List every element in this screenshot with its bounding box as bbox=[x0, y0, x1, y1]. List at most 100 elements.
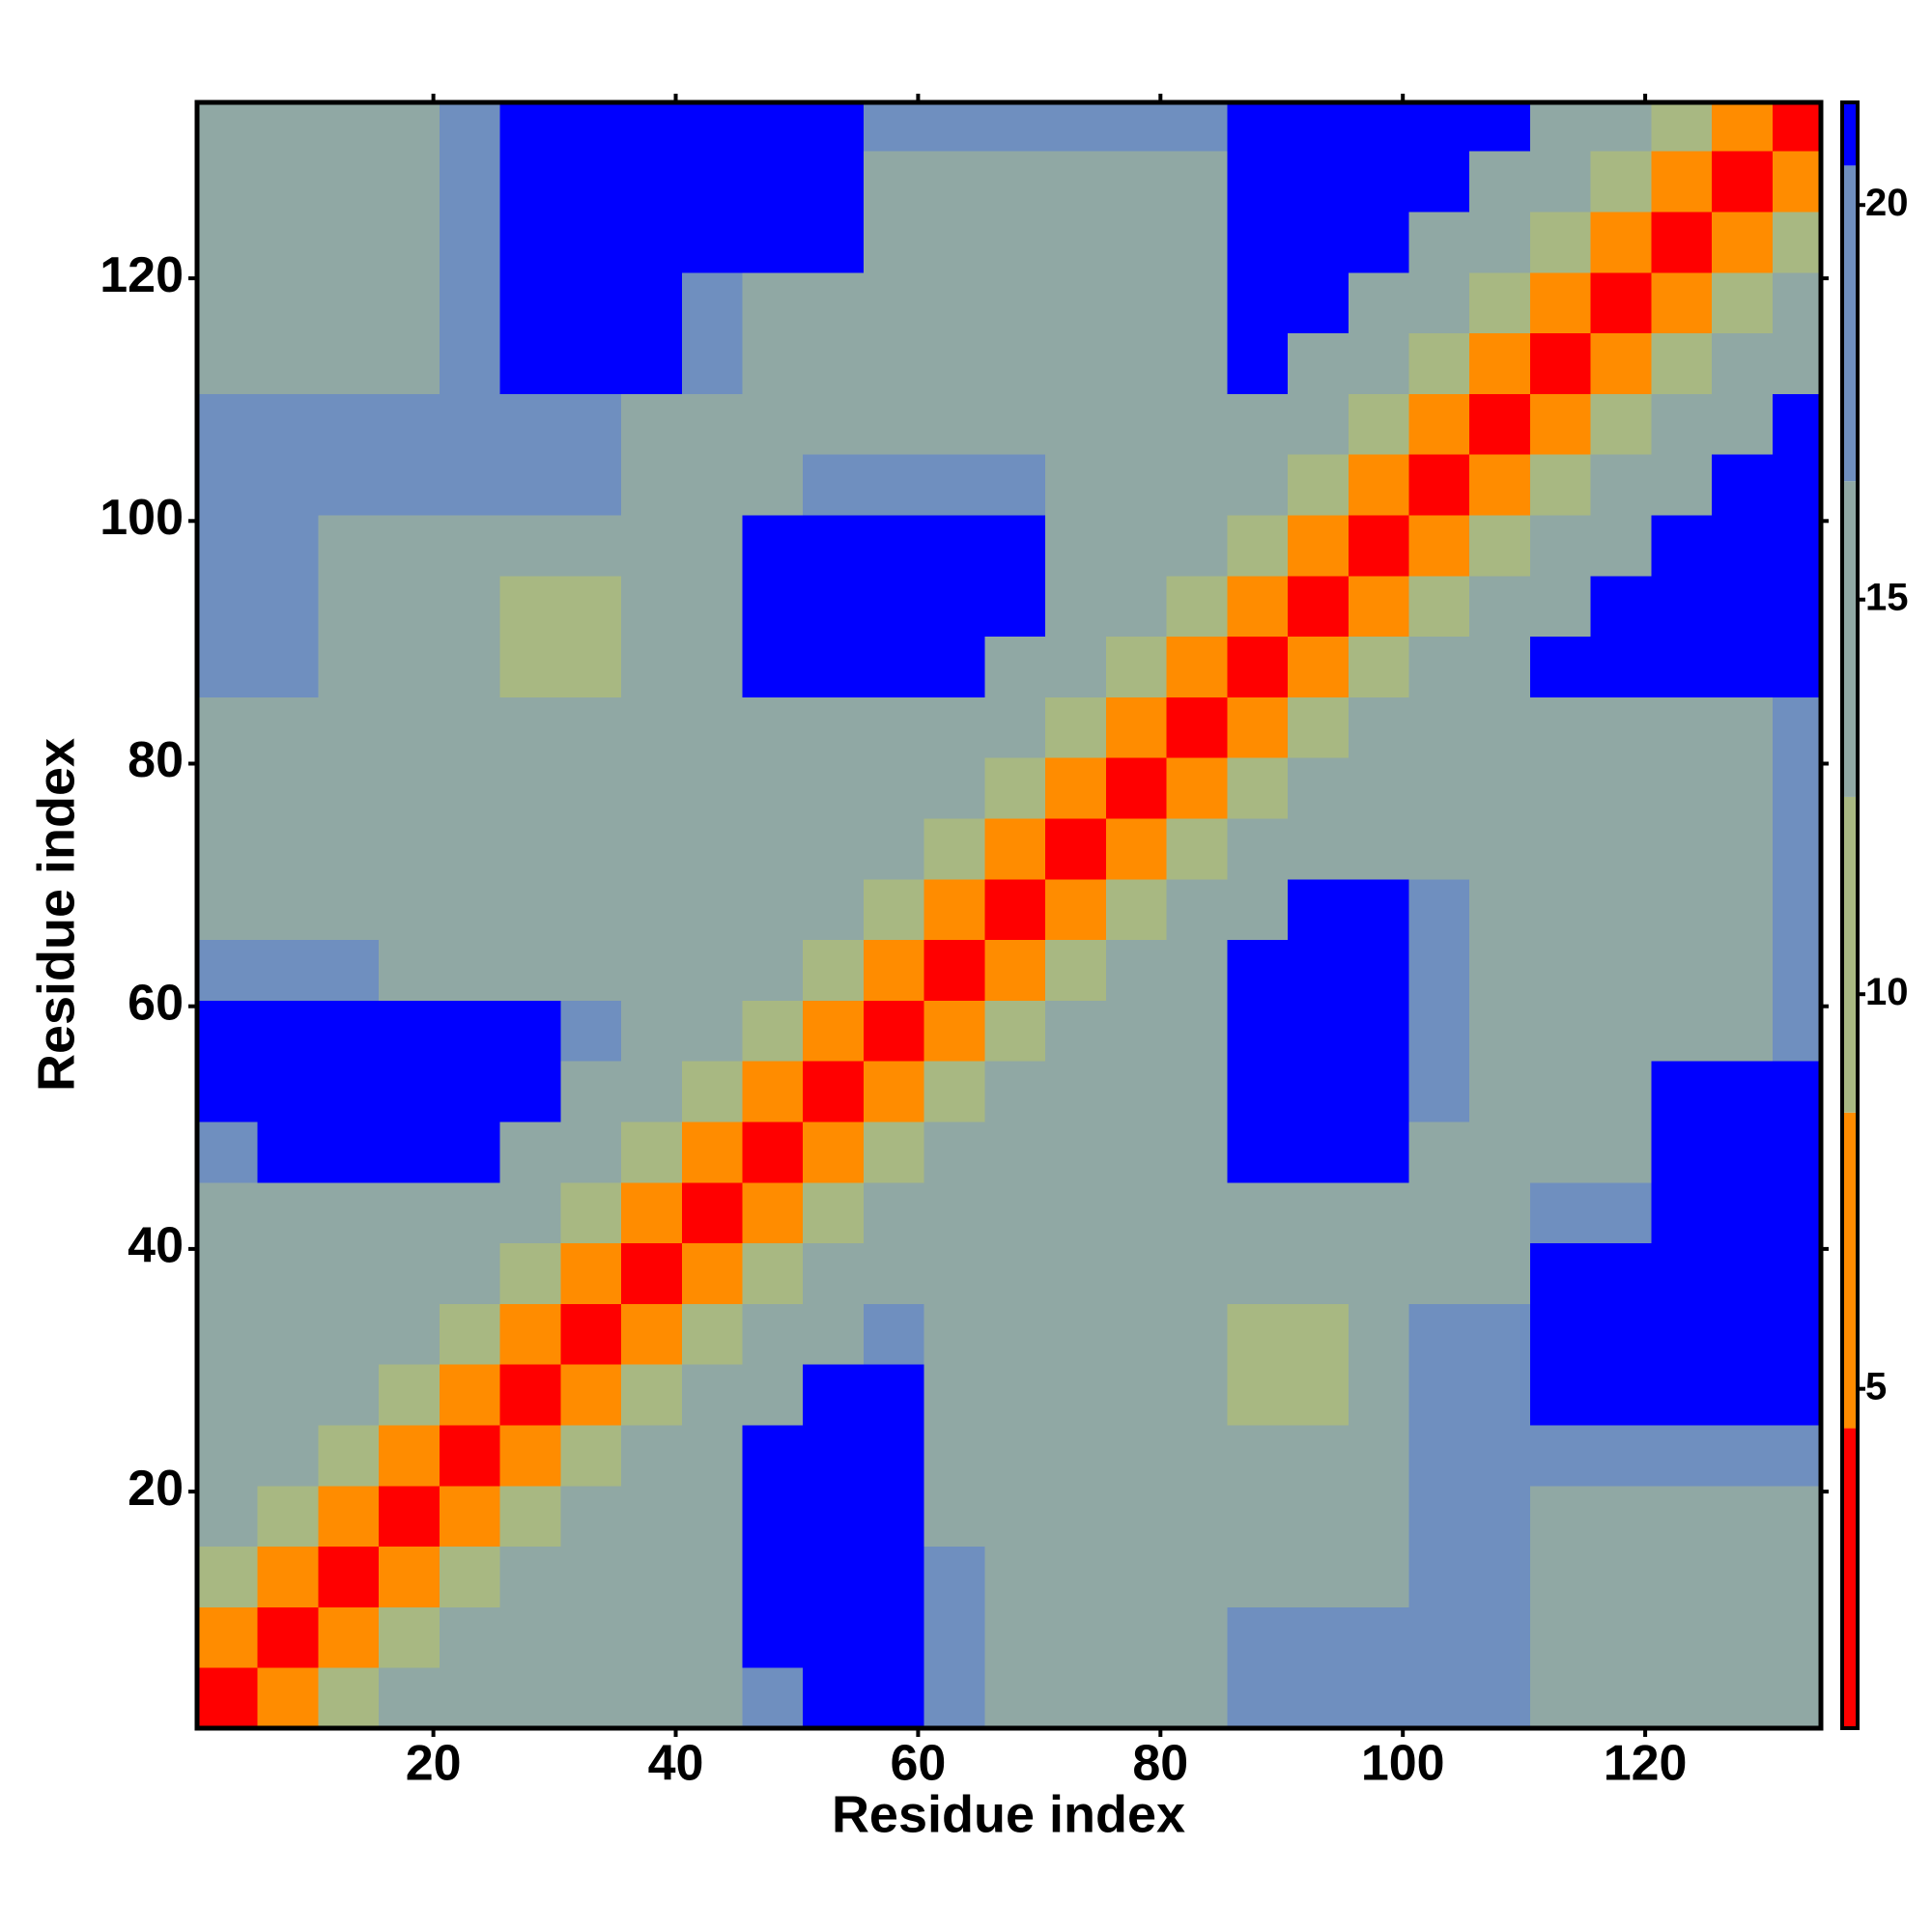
heatmap-cell bbox=[1348, 332, 1409, 394]
heatmap-cell bbox=[1529, 1364, 1592, 1426]
heatmap-cell bbox=[560, 636, 622, 697]
heatmap-cell bbox=[1105, 1425, 1168, 1487]
heatmap-cell bbox=[1590, 878, 1652, 941]
heatmap-cell bbox=[1288, 939, 1350, 1001]
heatmap-cell bbox=[318, 515, 380, 577]
heatmap-cell bbox=[439, 151, 501, 213]
heatmap-cell bbox=[863, 271, 925, 334]
heatmap-cell bbox=[1408, 1061, 1470, 1122]
heatmap-cell bbox=[621, 1242, 683, 1304]
heatmap-cell bbox=[1712, 1242, 1774, 1304]
heatmap-cell bbox=[257, 151, 319, 213]
heatmap-cell bbox=[681, 1061, 744, 1122]
heatmap-cell bbox=[1408, 1546, 1470, 1607]
heatmap-cell bbox=[1469, 939, 1531, 1001]
heatmap-cell bbox=[1408, 696, 1470, 758]
heatmap-cell bbox=[1408, 939, 1470, 1001]
heatmap-cell bbox=[1166, 1122, 1228, 1183]
heatmap-cell bbox=[1408, 1242, 1470, 1304]
heatmap-cell bbox=[742, 1546, 804, 1607]
heatmap-cell bbox=[197, 454, 259, 516]
heatmap-cell bbox=[1772, 757, 1822, 819]
heatmap-cell bbox=[1590, 515, 1652, 577]
heatmap-cell bbox=[1227, 271, 1289, 334]
heatmap-cell bbox=[1408, 1000, 1470, 1062]
heatmap-cell bbox=[1529, 757, 1592, 819]
heatmap-cell bbox=[681, 1425, 744, 1487]
heatmap-cell bbox=[1529, 1181, 1592, 1244]
heatmap-cell bbox=[1469, 151, 1531, 213]
heatmap-cell bbox=[560, 1061, 622, 1122]
heatmap-cell bbox=[1166, 212, 1228, 273]
heatmap-cell bbox=[681, 1242, 744, 1304]
heatmap-cell bbox=[257, 454, 319, 516]
heatmap-cell bbox=[318, 271, 380, 334]
heatmap-cell bbox=[499, 393, 561, 455]
heatmap-cell bbox=[681, 636, 744, 697]
heatmap-cell bbox=[923, 393, 985, 455]
heatmap-cell bbox=[1105, 1546, 1168, 1607]
heatmap-cell bbox=[803, 515, 865, 577]
heatmap-cell bbox=[318, 1667, 380, 1729]
heatmap-cell bbox=[681, 757, 744, 819]
heatmap-cell bbox=[923, 1303, 985, 1365]
heatmap-cell bbox=[499, 636, 561, 697]
heatmap-cell bbox=[1651, 212, 1713, 273]
heatmap-cell bbox=[1288, 818, 1350, 880]
heatmap-cell bbox=[742, 696, 804, 758]
heatmap-cell bbox=[742, 1303, 804, 1365]
y-tick-label: 40 bbox=[128, 1218, 184, 1274]
heatmap-cell bbox=[257, 696, 319, 758]
heatmap-cell bbox=[1348, 878, 1409, 941]
heatmap-cell bbox=[681, 1303, 744, 1365]
heatmap-cell bbox=[681, 1546, 744, 1607]
heatmap-cell bbox=[1651, 818, 1713, 880]
heatmap-cell bbox=[681, 151, 744, 213]
heatmap-cell bbox=[1408, 1122, 1470, 1183]
heatmap-cell bbox=[621, 1606, 683, 1668]
heatmap-cell bbox=[379, 1122, 440, 1183]
heatmap-cell bbox=[1166, 757, 1228, 819]
heatmap-cell bbox=[499, 575, 561, 638]
heatmap-cell bbox=[1105, 212, 1168, 273]
heatmap-cell bbox=[1529, 515, 1592, 577]
heatmap-cell bbox=[379, 1000, 440, 1062]
heatmap-cell bbox=[439, 1000, 501, 1062]
heatmap-cell bbox=[439, 1364, 501, 1426]
heatmap-cell bbox=[1045, 939, 1107, 1001]
heatmap-cell bbox=[318, 151, 380, 213]
heatmap-cell bbox=[318, 1303, 380, 1365]
heatmap-cell bbox=[1045, 1364, 1107, 1426]
heatmap-cell bbox=[1469, 1546, 1531, 1607]
heatmap-cell bbox=[499, 696, 561, 758]
heatmap-cell bbox=[621, 1425, 683, 1487]
heatmap-cell bbox=[863, 575, 925, 638]
heatmap-cell bbox=[1166, 1303, 1228, 1365]
heatmap-cell bbox=[1045, 454, 1107, 516]
heatmap-cell bbox=[1105, 271, 1168, 334]
heatmap-cell bbox=[1590, 393, 1652, 455]
heatmap-cell bbox=[1227, 1242, 1289, 1304]
heatmap-cell bbox=[379, 393, 440, 455]
y-axis-title: Residue index bbox=[27, 738, 85, 1092]
heatmap-cell bbox=[1590, 271, 1652, 334]
heatmap-cell bbox=[1712, 636, 1774, 697]
heatmap-cell bbox=[1590, 1606, 1652, 1668]
heatmap-cell bbox=[1772, 1546, 1822, 1607]
heatmap-cell bbox=[318, 1122, 380, 1183]
heatmap-cell bbox=[742, 575, 804, 638]
heatmap-cell bbox=[1045, 818, 1107, 880]
heatmap-cell bbox=[621, 393, 683, 455]
heatmap-cell bbox=[1227, 757, 1289, 819]
heatmap-cell bbox=[379, 1181, 440, 1244]
heatmap-cell bbox=[863, 454, 925, 516]
heatmap-cell bbox=[1288, 1546, 1350, 1607]
heatmap-cell bbox=[1651, 878, 1713, 941]
heatmap-cell bbox=[1288, 1364, 1350, 1426]
heatmap-cell bbox=[1105, 1061, 1168, 1122]
heatmap-cell bbox=[318, 757, 380, 819]
heatmap-cell bbox=[1712, 696, 1774, 758]
heatmap-cell bbox=[499, 1667, 561, 1729]
heatmap-cell bbox=[1227, 151, 1289, 213]
heatmap-cell bbox=[1712, 102, 1774, 152]
